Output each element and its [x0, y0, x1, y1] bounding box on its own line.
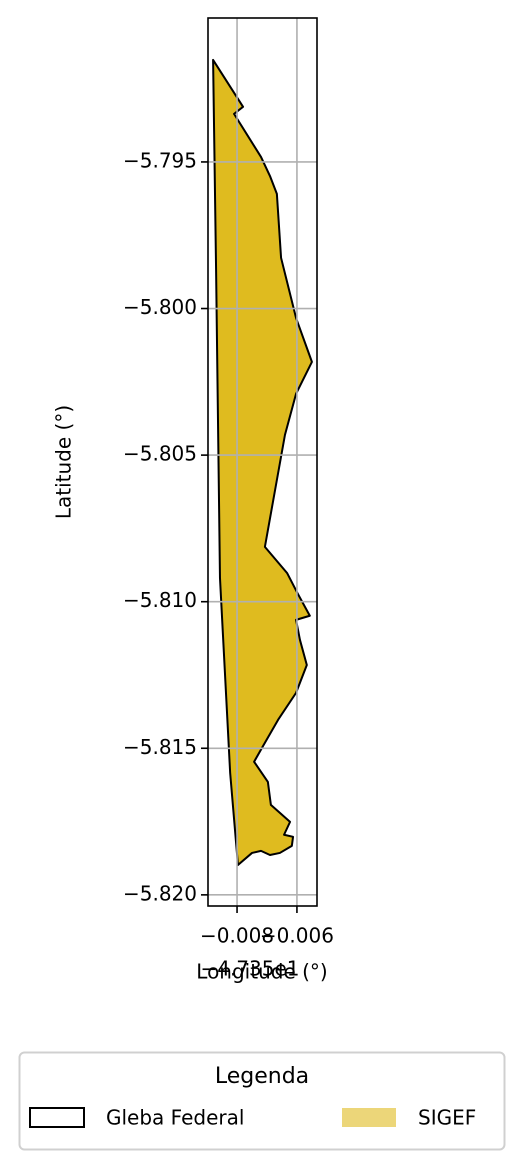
x-offset-label: −4.735e1	[200, 957, 299, 981]
legend-label: Gleba Federal	[106, 1106, 244, 1130]
legend-swatch	[29, 1107, 85, 1128]
y-tick-label: −5.810	[123, 588, 197, 612]
x-axis-label: Longitude (°)	[196, 960, 327, 984]
y-tick-label: −5.805	[123, 442, 197, 466]
y-tick-label: −5.815	[123, 735, 197, 759]
y-tick-label: −5.800	[123, 295, 197, 319]
x-tick-label: −0.006	[260, 924, 334, 948]
gleba-outline	[212, 58, 313, 866]
legend-title: Legenda	[215, 1064, 309, 1089]
legend-swatch	[342, 1108, 396, 1127]
y-tick-label: −5.820	[123, 881, 197, 905]
legend-label: SIGEF	[418, 1106, 476, 1130]
y-axis-label: Latitude (°)	[52, 405, 76, 519]
plot-frame	[207, 17, 318, 907]
y-tick-label: −5.795	[123, 148, 197, 172]
x-tick-label: −0.008	[200, 924, 274, 948]
